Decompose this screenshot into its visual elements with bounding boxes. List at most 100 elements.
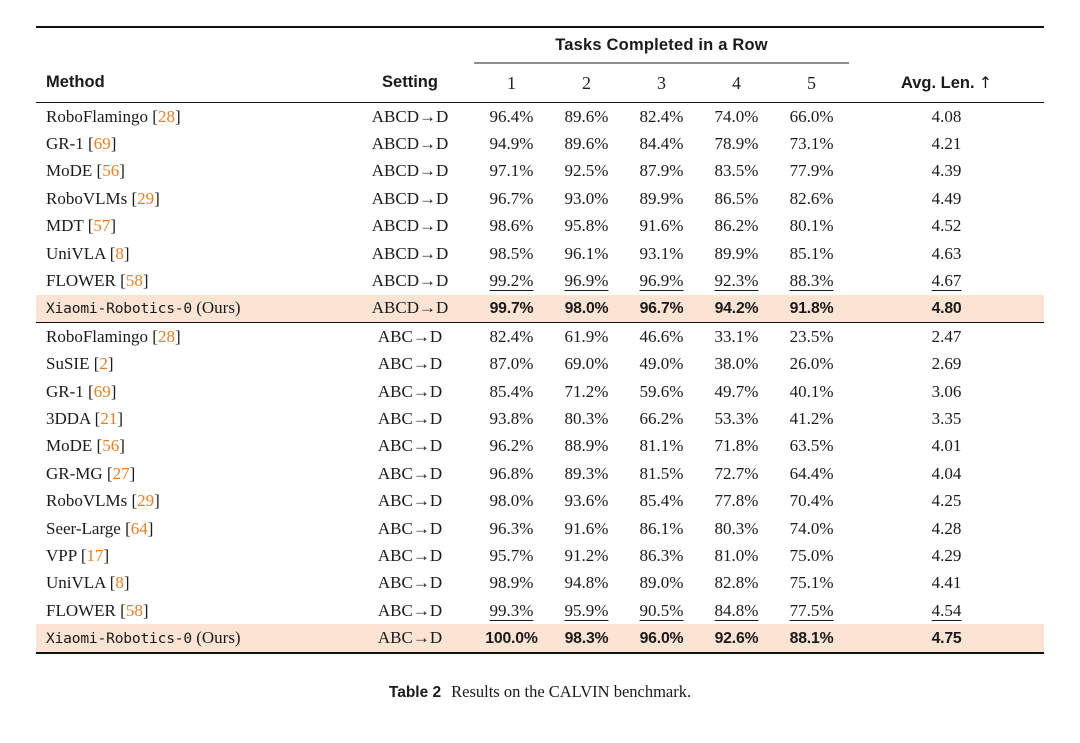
method-cell: 3DDA [21] bbox=[36, 405, 346, 432]
citation-bracket-left: [ bbox=[87, 216, 94, 236]
success-rate-value: 86.2% bbox=[714, 216, 759, 236]
citation-bracket-left: [ bbox=[120, 600, 126, 620]
success-rate-value: 99.7% bbox=[489, 300, 534, 318]
citation-bracket-left: [ bbox=[96, 436, 103, 456]
method-cell: SuSIE [2] bbox=[36, 351, 346, 378]
citation-number: 57 bbox=[93, 216, 111, 236]
citation-bracket-right: ] bbox=[174, 326, 181, 346]
spacer-cell bbox=[346, 27, 474, 63]
avg-len-value: 4.25 bbox=[931, 491, 962, 511]
value-cell: 92.6% bbox=[699, 624, 774, 653]
success-rate-value: 91.2% bbox=[564, 545, 609, 565]
value-cell: 81.5% bbox=[624, 460, 699, 487]
value-cell: 89.3% bbox=[549, 460, 624, 487]
success-rate-value: 75.0% bbox=[789, 545, 834, 565]
avg-len-cell: 4.08 bbox=[849, 103, 1044, 131]
setting-value: ABC→D bbox=[377, 491, 443, 511]
success-rate-value: 89.9% bbox=[714, 243, 759, 263]
setting-value: ABC→D bbox=[377, 354, 443, 374]
value-cell: 85.4% bbox=[624, 487, 699, 514]
value-cell: 49.0% bbox=[624, 351, 699, 378]
method-name: RoboVLMs bbox=[46, 188, 128, 208]
success-rate-value: 88.1% bbox=[789, 630, 834, 648]
value-cell: 93.8% bbox=[474, 405, 549, 432]
success-rate-value: 78.9% bbox=[714, 134, 759, 154]
success-rate-value: 23.5% bbox=[789, 326, 834, 346]
success-rate-value: 91.8% bbox=[789, 300, 834, 318]
value-cell: 78.9% bbox=[699, 130, 774, 157]
success-rate-value: 93.1% bbox=[639, 243, 684, 263]
value-cell: 99.3% bbox=[474, 597, 549, 624]
value-cell: 92.3% bbox=[699, 267, 774, 294]
value-cell: 82.6% bbox=[774, 185, 849, 212]
success-rate-value: 96.2% bbox=[489, 436, 534, 456]
citation-bracket-right: ] bbox=[147, 518, 154, 538]
value-cell: 61.9% bbox=[549, 322, 624, 351]
success-rate-value: 93.6% bbox=[564, 491, 609, 511]
value-cell: 41.2% bbox=[774, 405, 849, 432]
success-rate-value: 96.1% bbox=[564, 243, 609, 263]
citation-bracket-left: [ bbox=[88, 134, 94, 154]
citation-bracket-left: [ bbox=[106, 463, 113, 483]
avg-len-value: 3.35 bbox=[931, 408, 962, 428]
value-cell: 98.0% bbox=[474, 487, 549, 514]
value-cell: 96.9% bbox=[624, 267, 699, 294]
value-cell: 89.9% bbox=[624, 185, 699, 212]
setting-value: ABC→D bbox=[377, 545, 443, 565]
success-rate-value: 73.1% bbox=[789, 134, 834, 154]
setting-cell: ABCD→D bbox=[346, 240, 474, 267]
success-rate-value: 88.3% bbox=[789, 271, 834, 291]
citation-bracket-right: ] bbox=[110, 216, 117, 236]
success-rate-value: 96.9% bbox=[639, 271, 684, 291]
method-name: UniVLA bbox=[46, 243, 106, 263]
value-cell: 87.0% bbox=[474, 351, 549, 378]
value-cell: 73.1% bbox=[774, 130, 849, 157]
table-row: UniVLA [8] ABCD→D 98.5% 96.1% 93.1% 89.9% 85.1… bbox=[36, 240, 1044, 267]
value-cell: 49.7% bbox=[699, 378, 774, 405]
value-cell: 82.8% bbox=[699, 570, 774, 597]
value-cell: 82.4% bbox=[624, 103, 699, 131]
value-cell: 95.8% bbox=[549, 213, 624, 240]
value-cell: 71.2% bbox=[549, 378, 624, 405]
citation-bracket-right: ] bbox=[174, 106, 181, 126]
value-cell: 95.7% bbox=[474, 542, 549, 569]
table-row: GR-1 [69] ABCD→D 94.9% 89.6% 84.4% 78.9% 73.1%… bbox=[36, 130, 1044, 157]
value-cell: 91.8% bbox=[774, 294, 850, 323]
value-cell: 96.8% bbox=[474, 460, 549, 487]
success-rate-value: 96.9% bbox=[564, 271, 609, 291]
success-rate-value: 86.5% bbox=[714, 188, 759, 208]
citation-number: 56 bbox=[102, 161, 120, 181]
value-cell: 77.5% bbox=[774, 597, 849, 624]
success-rate-value: 96.3% bbox=[489, 518, 534, 538]
table-row: RoboFlamingo [28] ABC→D 82.4% 61.9% 46.6% 33.… bbox=[36, 322, 1045, 351]
method-name: MDT bbox=[46, 216, 84, 236]
success-rate-value: 33.1% bbox=[714, 326, 759, 346]
method-name: FLOWER bbox=[46, 600, 116, 620]
column-header-avg-len: Avg. Len. ↑ bbox=[849, 63, 1045, 103]
value-cell: 96.4% bbox=[474, 103, 549, 131]
avg-len-cell: 4.67 bbox=[849, 267, 1044, 294]
method-cell: Seer-Large [64] bbox=[36, 515, 346, 542]
method-name: VPP bbox=[46, 545, 77, 565]
success-rate-value: 90.5% bbox=[639, 600, 684, 620]
success-rate-value: 82.6% bbox=[789, 188, 834, 208]
value-cell: 74.0% bbox=[774, 515, 849, 542]
method-name: Xiaomi-Robotics-0 bbox=[46, 300, 192, 318]
table-row: Xiaomi-Robotics-0 (Ours) ABC→D 100.0% 98.3%… bbox=[36, 624, 1045, 653]
citation-bracket-right: ] bbox=[123, 573, 130, 593]
table-row: 3DDA [21] ABC→D 93.8% 80.3% 66.2% 53.3% 41.2% 3… bbox=[36, 405, 1044, 432]
spacer-cell bbox=[36, 27, 346, 63]
success-rate-value: 81.0% bbox=[714, 545, 759, 565]
setting-cell: ABC→D bbox=[346, 351, 474, 378]
citation-number: 64 bbox=[130, 518, 148, 538]
success-rate-value: 82.4% bbox=[489, 326, 534, 346]
table-row: MoDE [56] ABC→D 96.2% 88.9% 81.1% 71.8% 63.5% 4… bbox=[36, 433, 1044, 460]
success-rate-value: 98.0% bbox=[489, 491, 534, 511]
column-header-1: 1 bbox=[474, 63, 549, 103]
column-header-3: 3 bbox=[624, 63, 699, 103]
method-suffix: (Ours) bbox=[196, 298, 241, 318]
success-rate-value: 99.3% bbox=[489, 600, 534, 620]
group-header-label: Tasks Completed in a Row bbox=[555, 35, 768, 54]
method-cell: GR-1 [69] bbox=[36, 378, 346, 405]
